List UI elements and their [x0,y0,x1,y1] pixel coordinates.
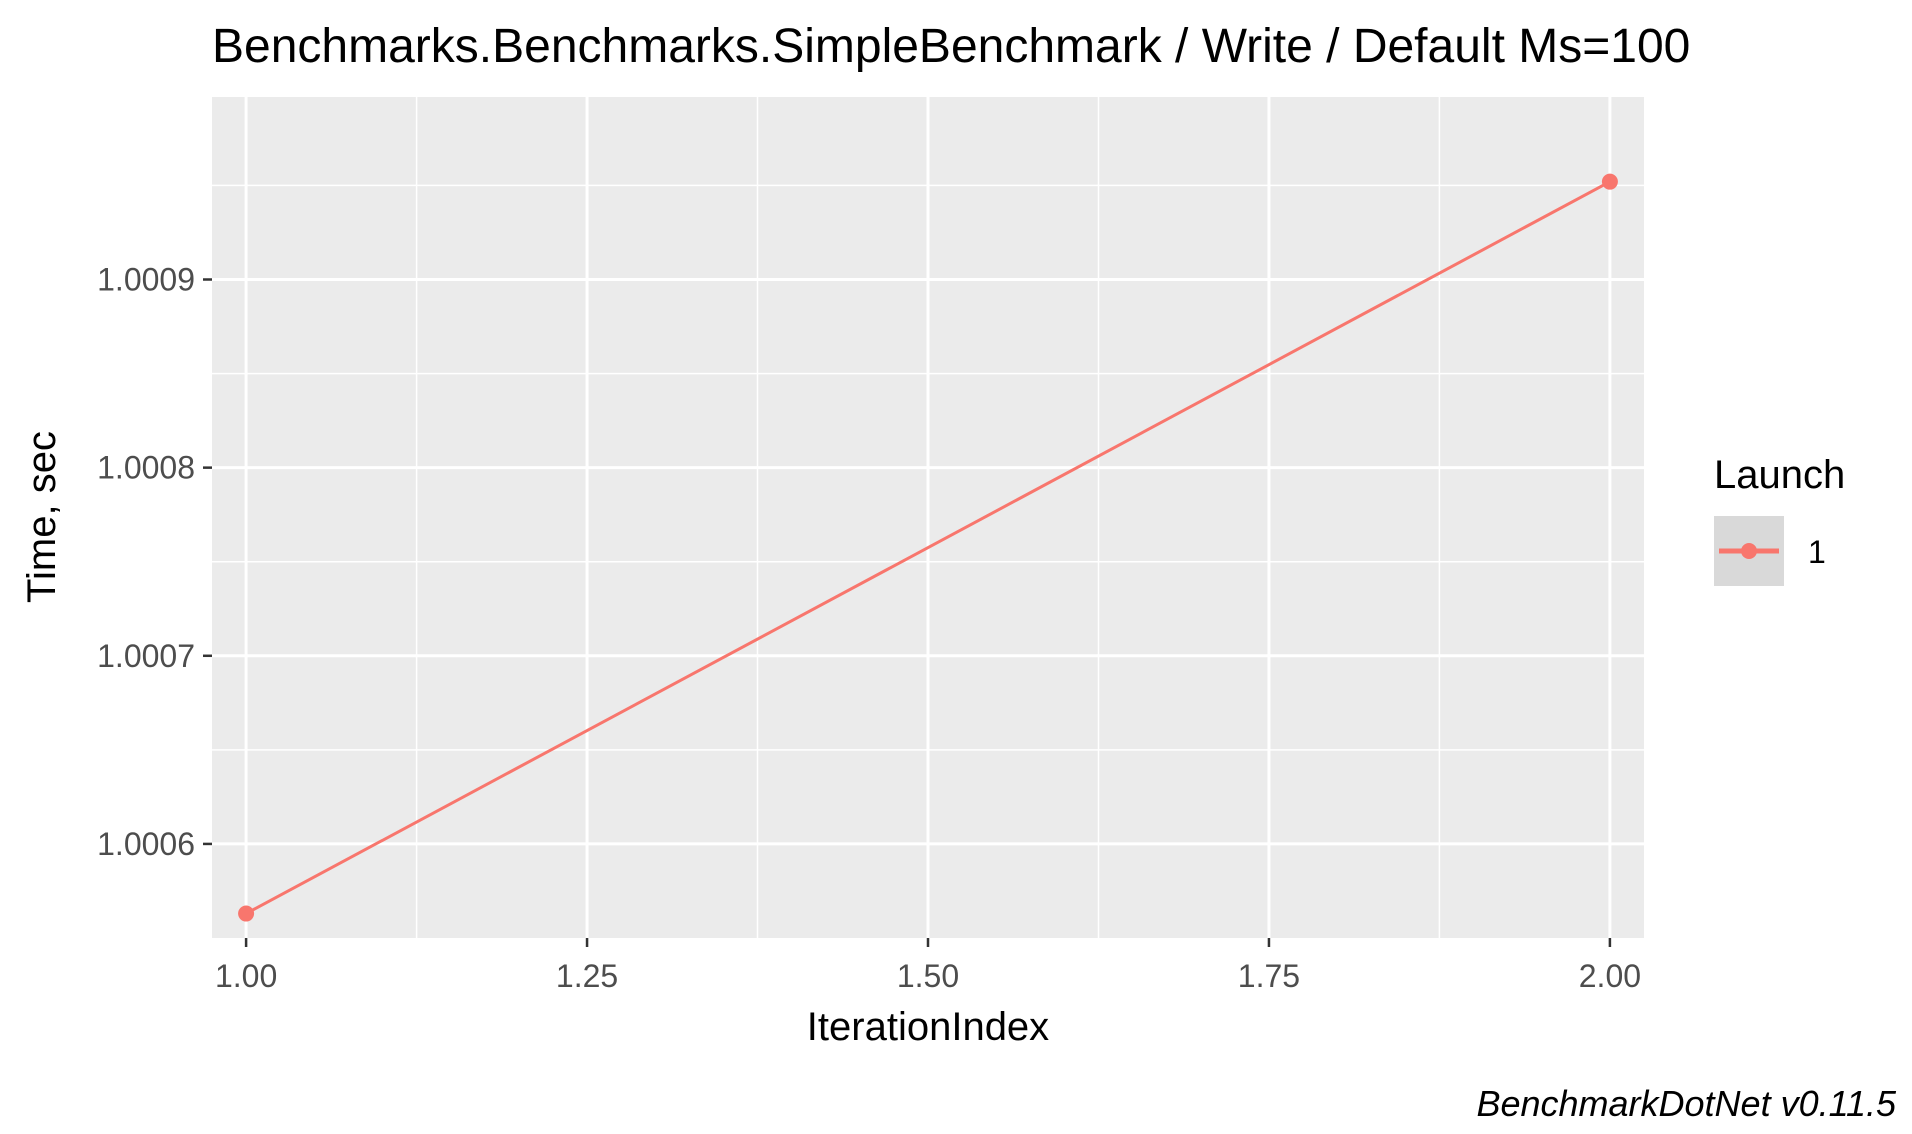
legend-key-point [1741,543,1757,559]
y-tick-label-3: 1.0009 [97,261,195,297]
y-tick-label-0: 1.0006 [97,826,195,862]
series-layer [238,173,1618,922]
legend-title: Launch [1714,453,1845,497]
y-tick-label-1: 1.0007 [97,638,195,674]
chart-title: Benchmarks.Benchmarks.SimpleBenchmark / … [212,20,1690,73]
data-point-0-1 [1601,173,1618,190]
series-line-1 [245,180,1611,915]
y-axis: 1.0006 1.0007 1.0008 1.0009 [97,261,212,862]
x-axis: 1.00 1.25 1.50 1.75 2.00 [215,938,1641,994]
x-tick-label-0: 1.00 [215,958,277,994]
legend: Launch 1 [1714,453,1845,586]
x-tick-label-2: 1.50 [897,958,959,994]
y-axis-title: Time, sec [20,431,64,603]
y-tick-label-2: 1.0008 [97,450,195,486]
caption: BenchmarkDotNet v0.11.5 [1476,1083,1897,1124]
legend-label-1: 1 [1808,534,1826,570]
data-point-0-0 [238,905,255,922]
x-tick-label-1: 1.25 [556,958,618,994]
x-tick-label-3: 1.75 [1238,958,1300,994]
grid-major [212,97,1644,938]
x-axis-title: IterationIndex [807,1005,1049,1049]
x-tick-label-4: 2.00 [1579,958,1641,994]
